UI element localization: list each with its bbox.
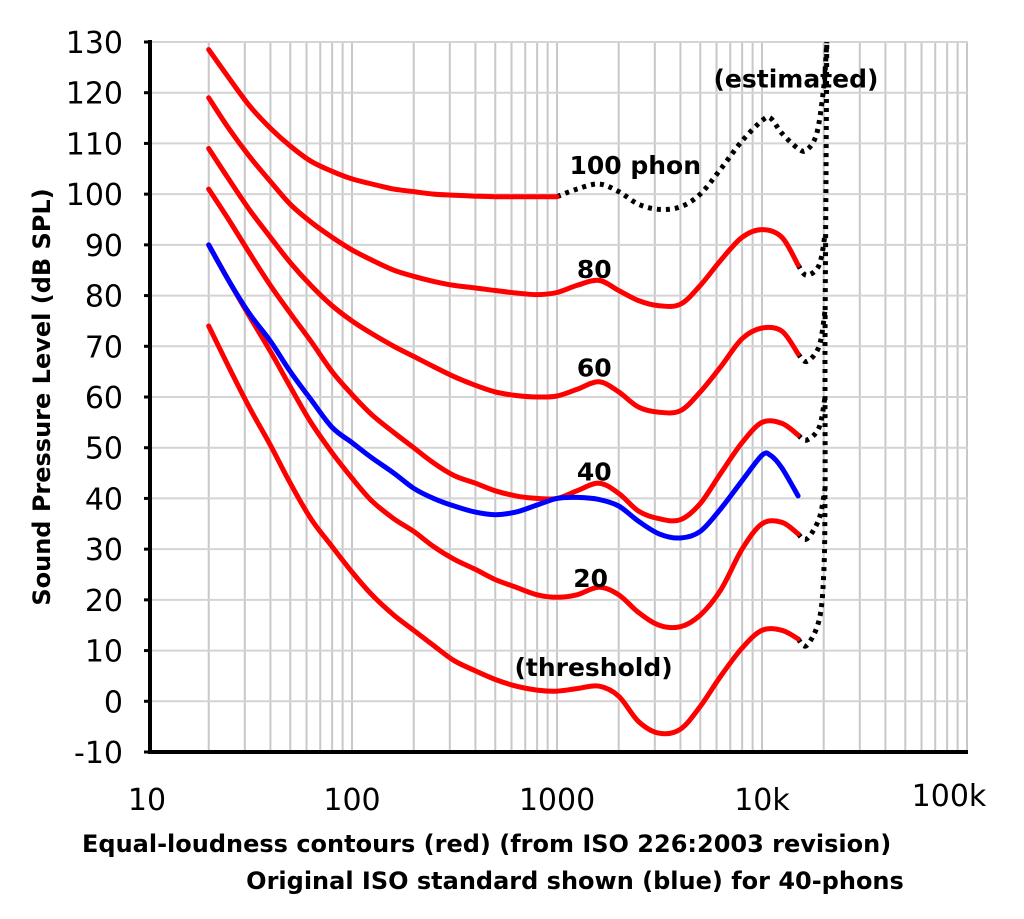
x-tick-label: 10k [734, 783, 790, 818]
series-0-phon-threshold [206, 323, 801, 737]
series-100-phon [206, 47, 560, 200]
series-20-phon [206, 242, 801, 631]
curve-label: (estimated) [714, 65, 879, 94]
y-tick-label: 80 [85, 280, 123, 315]
y-tick-label: 130 [66, 26, 123, 61]
series-layer [206, 41, 830, 737]
series-40-phon-original-iso [206, 242, 801, 541]
curve-label: 20 [573, 564, 608, 593]
curve-label: 100 phon [569, 151, 701, 180]
curve-label: 40 [577, 458, 612, 487]
x-axis-title-line-1: Equal-loudness contours (red) (from ISO … [82, 830, 891, 858]
grid [150, 41, 968, 753]
y-axis-title: Sound Pressure Level (dB SPL) [28, 188, 56, 605]
annotations: (estimated) 100 phon 80 60 40 20 (threshold) [514, 65, 878, 682]
y-tick-label: 110 [66, 127, 123, 162]
x-tick-label: 100 [323, 783, 380, 818]
y-tick-label: 30 [85, 533, 123, 568]
y-tick-label: 0 [104, 685, 123, 720]
y-tick-label: 70 [85, 330, 123, 365]
series-80-phon [206, 95, 801, 309]
series-40-phon [206, 186, 801, 524]
y-tick-label: 20 [85, 584, 123, 619]
curve-label: 60 [577, 354, 612, 383]
x-tick-label: 10 [128, 783, 166, 818]
y-tick-label: 10 [85, 635, 123, 670]
series-20-phon-estimated [796, 487, 828, 543]
series-80-phon-estimated [796, 234, 828, 278]
y-tick-label: 60 [85, 381, 123, 416]
y-tick-label: 40 [85, 482, 123, 517]
y-tick-label: 50 [85, 432, 123, 467]
series-0-phon-estimated [796, 41, 830, 649]
series-100-phon-estimated [556, 41, 830, 213]
y-tick-label: 120 [66, 77, 123, 112]
series-60-phon-estimated [796, 310, 828, 365]
series-60-phon [206, 146, 801, 416]
y-tick-label: 100 [66, 178, 123, 213]
x-tick-label: 1000 [519, 783, 595, 818]
curve-label: (threshold) [514, 653, 672, 682]
x-axis-title-line-2: Original ISO standard shown (blue) for 4… [246, 867, 904, 895]
y-tick-label: -10 [74, 736, 123, 771]
curve-label: 80 [577, 255, 612, 284]
series-40-phon-estimated [796, 396, 828, 443]
y-tick-label: 90 [85, 229, 123, 264]
x-tick-labels: 10 100 1000 10k 100k [128, 779, 987, 818]
x-tick-label: 100k [912, 779, 987, 814]
